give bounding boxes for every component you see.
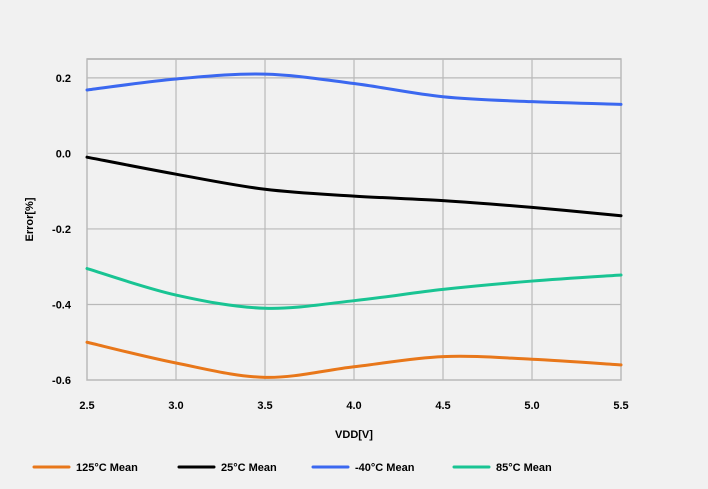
tick-labels: 2.5 3.0 3.5 4.0 4.5 5.0 5.5 0.2 0.0 -0.2 -0.4 -0.6 — [52, 73, 629, 412]
y-tick-label: -0.2 — [52, 224, 71, 236]
x-tick-label: 3.5 — [257, 400, 272, 412]
axis-labels: VDD[V] Error[%] — [24, 197, 373, 441]
legend-label: 85°C Mean — [496, 462, 552, 474]
x-tick-label: 5.0 — [524, 400, 539, 412]
y-tick-label: 0.0 — [56, 148, 71, 160]
x-tick-label: 2.5 — [79, 400, 94, 412]
x-tick-label: 5.5 — [613, 400, 628, 412]
series-lines — [85, 72, 623, 379]
legend-item-125-c-mean: 125°C Mean — [32, 462, 138, 474]
y-tick-label: -0.6 — [52, 375, 71, 387]
y-tick-label: 0.2 — [56, 73, 71, 85]
y-tick-label: -0.4 — [52, 299, 72, 311]
series-line-25-c-mean — [85, 155, 623, 218]
series-line-125-c-mean — [85, 340, 623, 379]
legend-item-40-c-mean: -40°C Mean — [311, 462, 415, 474]
grid-lines — [86, 59, 622, 381]
x-tick-label: 4.5 — [435, 400, 450, 412]
legend-label: -40°C Mean — [355, 462, 415, 474]
y-axis-label: Error[%] — [24, 197, 36, 241]
x-tick-label: 4.0 — [346, 400, 361, 412]
legend-label: 125°C Mean — [76, 462, 138, 474]
legend-item-85-c-mean: 85°C Mean — [452, 462, 552, 474]
series-line-85-c-mean — [85, 267, 623, 310]
x-tick-label: 3.0 — [168, 400, 183, 412]
legend: 125°C Mean 25°C Mean -40°C Mean 85°C Mean — [32, 462, 552, 474]
x-axis-label: VDD[V] — [335, 429, 373, 441]
legend-item-25-c-mean: 25°C Mean — [177, 462, 277, 474]
legend-label: 25°C Mean — [221, 462, 277, 474]
series-line-40-c-mean — [85, 72, 623, 106]
